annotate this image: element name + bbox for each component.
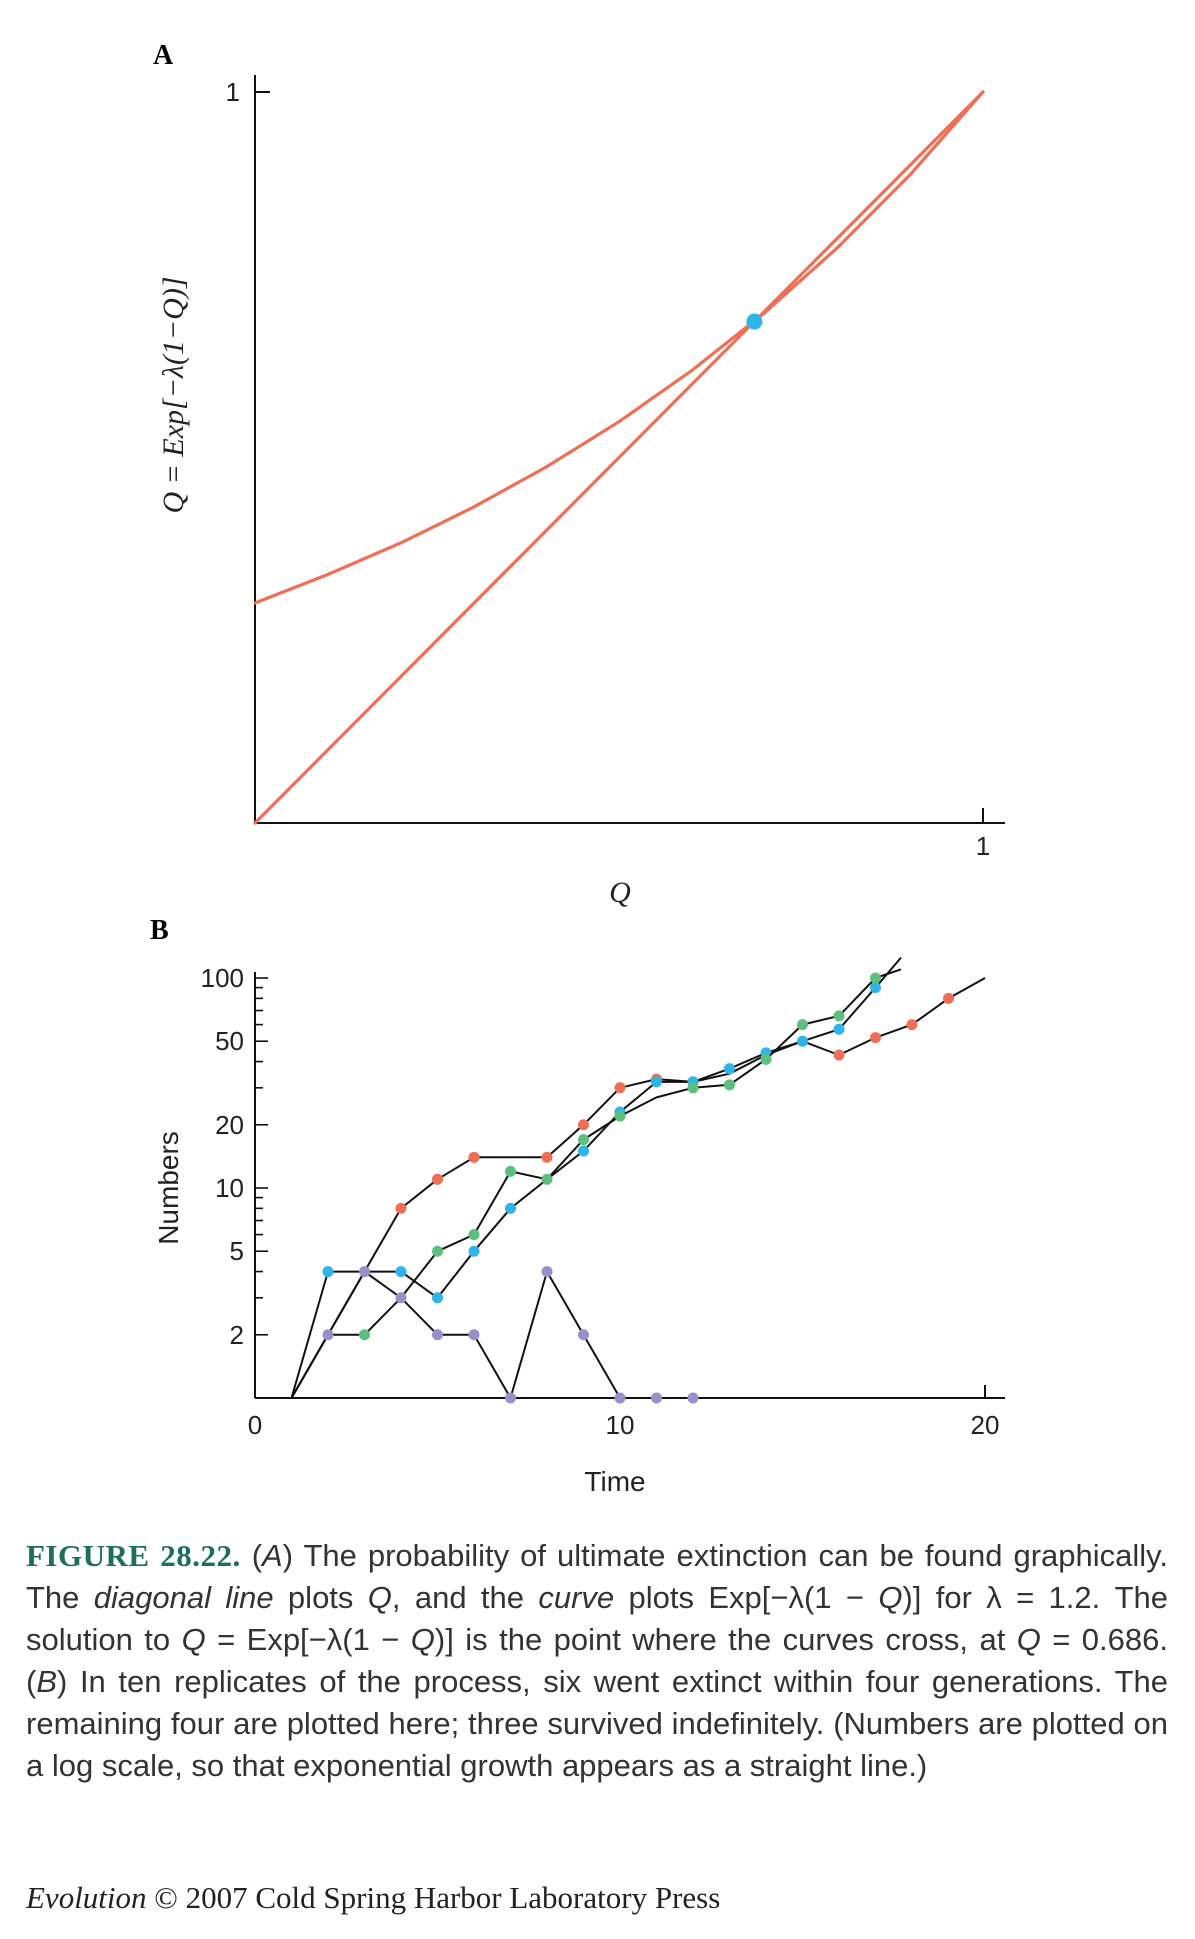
panel-b-data-point bbox=[432, 1173, 443, 1185]
panel-b-data-point bbox=[505, 1165, 516, 1177]
panel-b-x-tick-label: 0 bbox=[248, 1410, 262, 1440]
panel-b-data-point bbox=[432, 1292, 443, 1304]
panel-a-curve-line bbox=[253, 90, 985, 605]
panel-b-data-point bbox=[870, 972, 881, 984]
panel-b-y-tick-label: 50 bbox=[215, 1026, 244, 1056]
panel-a-diagonal-line bbox=[253, 90, 985, 825]
panel-b-data-point bbox=[578, 1119, 589, 1131]
panel-b-data-point bbox=[614, 1082, 626, 1094]
panel-b-y-axis-label: Numbers bbox=[153, 1131, 184, 1245]
panel-b-minor-ticks bbox=[255, 977, 268, 1336]
panel-b-series-line bbox=[290, 956, 902, 1399]
panel-a-intersection-point bbox=[746, 313, 763, 330]
panel-b-data-point bbox=[322, 1266, 334, 1278]
panel-a-x-tick-label: 1 bbox=[976, 831, 990, 861]
panel-b-data-point bbox=[724, 1063, 735, 1075]
figure-caption: FIGURE 28.22. (A) The probability of ult… bbox=[26, 1535, 1168, 1787]
panel-b-letter: B bbox=[150, 915, 169, 946]
panel-b-y-tick-label: 10 bbox=[215, 1173, 244, 1203]
panel-b-data-point bbox=[468, 1151, 480, 1163]
panel-b-data-point bbox=[578, 1145, 589, 1157]
panel-b-data-point bbox=[651, 1076, 662, 1088]
panel-b-data-point bbox=[797, 1035, 808, 1047]
panel-b-x-tick-label: 10 bbox=[606, 1410, 635, 1440]
panel-b-chart: 100 50 20 10 5 2 0 10 20 Time Numbers bbox=[153, 956, 1005, 1497]
credit-publisher: © 2007 Cold Spring Harbor Laboratory Pre… bbox=[146, 1880, 721, 1915]
panel-b-y-tick-label: 5 bbox=[230, 1236, 244, 1266]
panel-b-x-tick-labels: 0 10 20 bbox=[248, 1410, 1000, 1440]
credit-book-title: Evolution bbox=[26, 1880, 147, 1915]
panel-b-data-point bbox=[432, 1245, 443, 1257]
panel-b-data-point bbox=[687, 1082, 699, 1094]
panel-b-data-point bbox=[468, 1229, 480, 1241]
panel-b-data-point bbox=[395, 1202, 407, 1214]
panel-b-data-point bbox=[724, 1079, 735, 1091]
panel-b-data-point bbox=[322, 1329, 334, 1341]
panel-b-data-point bbox=[760, 1053, 772, 1065]
panel-b-data-point bbox=[359, 1329, 370, 1341]
panel-b-y-tick-label: 20 bbox=[215, 1110, 244, 1140]
panel-b-data-point bbox=[432, 1329, 443, 1341]
panel-a-x-axis-label: Q bbox=[609, 876, 631, 909]
panel-b-series-2 bbox=[290, 956, 902, 1399]
panel-b-data-point bbox=[906, 1019, 918, 1031]
panel-b-x-tick-label: 20 bbox=[971, 1410, 1000, 1440]
panel-b-data-point bbox=[395, 1266, 407, 1278]
panel-b-data-point bbox=[833, 1023, 845, 1035]
panel-a-y-axis-label: Q = Exp[−λ(1−Q)] bbox=[157, 276, 190, 513]
panel-a-letter: A bbox=[153, 40, 174, 71]
panel-b-data-point bbox=[870, 982, 881, 994]
panel-b-data-point bbox=[541, 1266, 553, 1278]
panel-b-data-point bbox=[541, 1173, 553, 1185]
panel-b-data-point bbox=[359, 1266, 370, 1278]
panel-a-y-tick-label: 1 bbox=[226, 77, 240, 107]
panel-b-data-point bbox=[395, 1292, 407, 1304]
panel-b-data-point bbox=[870, 1032, 881, 1044]
copyright-credit: Evolution © 2007 Cold Spring Harbor Labo… bbox=[26, 1880, 720, 1916]
panel-b-series-line bbox=[290, 1270, 693, 1399]
panel-b-data-point bbox=[614, 1110, 626, 1122]
panel-b-y-tick-label: 2 bbox=[230, 1320, 244, 1350]
panel-b-data-point bbox=[505, 1392, 516, 1404]
panel-b-series-line bbox=[290, 968, 902, 1399]
panel-b-data-point bbox=[614, 1392, 626, 1404]
panel-b-data-point bbox=[943, 992, 954, 1004]
panel-b-series-1 bbox=[290, 977, 986, 1399]
panel-b-data-point bbox=[651, 1392, 662, 1404]
panel-b-data-point bbox=[687, 1392, 699, 1404]
panel-b-data-point bbox=[468, 1329, 480, 1341]
panel-b-data-point bbox=[468, 1245, 480, 1257]
caption-figure-label: FIGURE 28.22. bbox=[26, 1538, 241, 1573]
caption-text: (A) The probability of ultimate extincti… bbox=[26, 1538, 1169, 1783]
panel-a-chart: 1 1 Q Q = Exp[−λ(1−Q)] bbox=[157, 75, 1005, 909]
panel-b-data-point bbox=[578, 1329, 589, 1341]
panel-b-data-point bbox=[541, 1151, 553, 1163]
panel-b-series-3 bbox=[290, 968, 902, 1399]
panel-b-y-tick-label: 100 bbox=[201, 963, 244, 993]
panel-b-series-4 bbox=[290, 1266, 699, 1404]
panel-b-data-point bbox=[833, 1049, 845, 1061]
panel-b-data-point bbox=[578, 1134, 589, 1146]
panel-b-data-point bbox=[797, 1019, 808, 1031]
panel-b-data-point bbox=[505, 1202, 516, 1214]
panel-b-series-line bbox=[290, 977, 986, 1399]
panel-b-y-tick-labels: 100 50 20 10 5 2 bbox=[201, 963, 244, 1350]
panel-b-x-axis-label: Time bbox=[584, 1466, 645, 1497]
panel-b-data-point bbox=[833, 1010, 845, 1022]
